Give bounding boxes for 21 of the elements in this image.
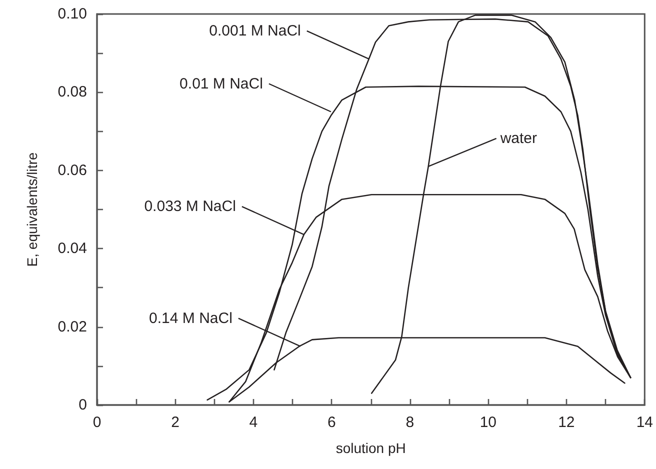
y-tick-label: 0.10 (58, 6, 87, 22)
annotation: 0.001 M NaCl (209, 22, 301, 40)
y-tick-label: 0.06 (58, 162, 87, 179)
y-tick-label: 0.08 (58, 84, 87, 101)
annotation: 0.01 M NaCl (180, 75, 263, 92)
y-tick-label: 0.04 (58, 240, 87, 258)
x-tick-label: 2 (171, 414, 180, 431)
x-tick-label: 10 (480, 414, 497, 431)
x-tick-label: 12 (558, 414, 575, 431)
annotation: 0.14 M NaCl (149, 310, 232, 327)
annotation: water (499, 130, 538, 147)
x-tick-label: 8 (406, 414, 414, 431)
y-axis-title: E, equivalents/litre (24, 152, 40, 267)
annotation: 0.033 M NaCl (144, 198, 236, 216)
x-axis-title: solution pH (336, 440, 406, 456)
y-tick-label: 0 (78, 396, 87, 414)
x-tick-label: 0 (92, 414, 102, 431)
y-tick-label: 0.02 (58, 318, 87, 336)
x-tick-label: 6 (328, 414, 336, 431)
x-tick-label: 14 (636, 414, 653, 431)
x-tick-label: 4 (249, 414, 258, 431)
